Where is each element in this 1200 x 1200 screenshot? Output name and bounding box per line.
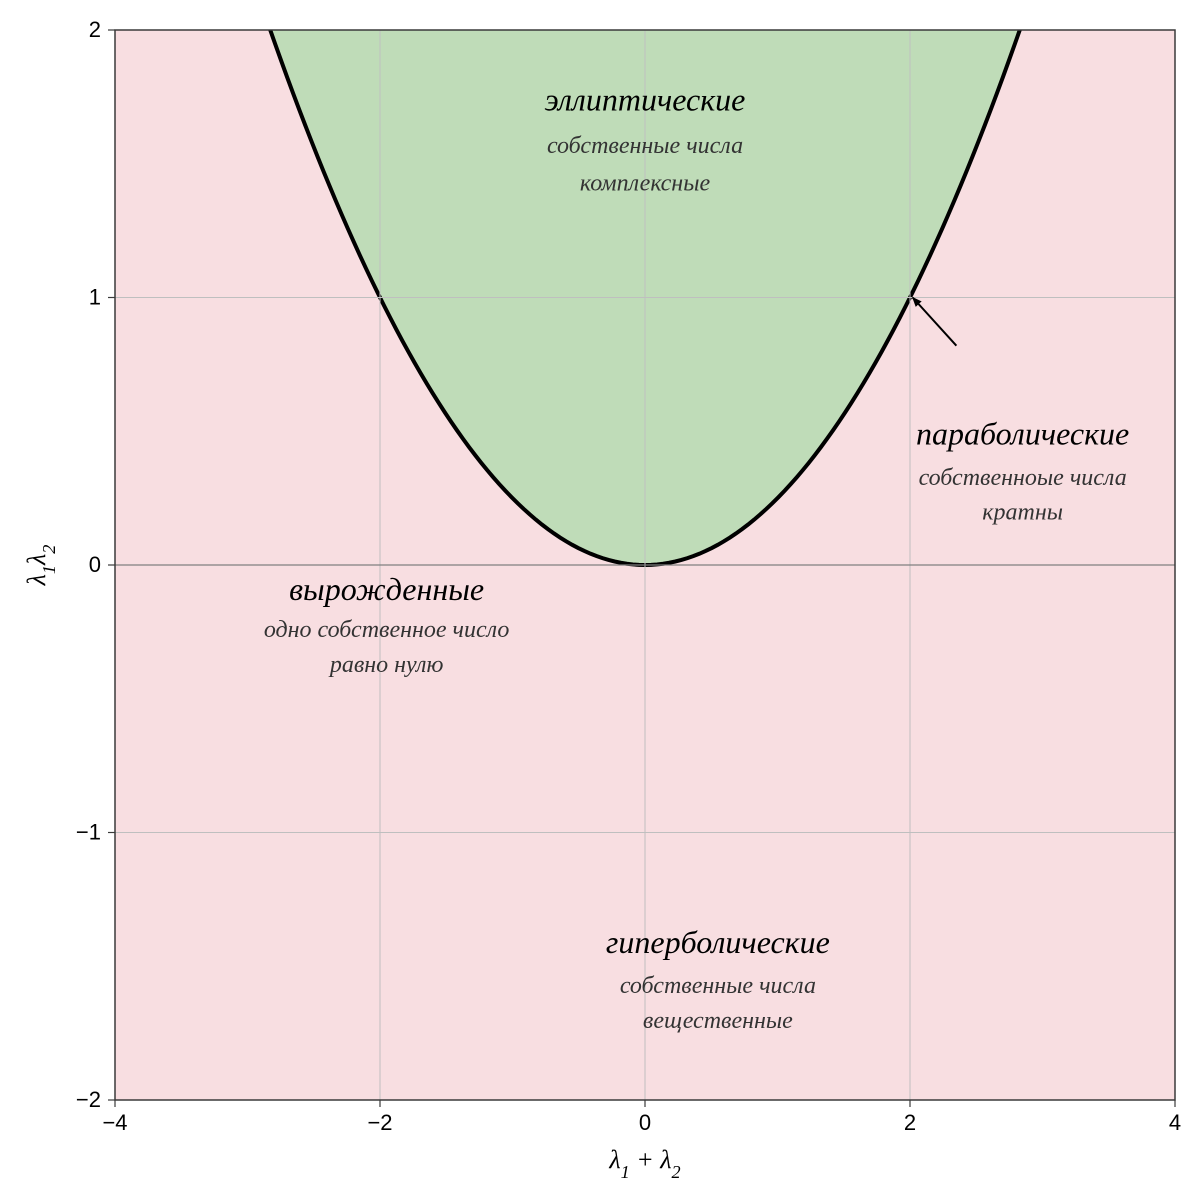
annotation-elliptic-sub2: комплексные bbox=[580, 171, 711, 197]
region-chart: −4−2024−2−1012λ1 + λ2λ1λ2эллиптическиесо… bbox=[0, 0, 1200, 1200]
ytick-label: 0 bbox=[89, 552, 101, 577]
xtick-label: 2 bbox=[904, 1110, 916, 1135]
x-axis-label: λ1 + λ2 bbox=[608, 1145, 680, 1182]
xtick-label: 4 bbox=[1169, 1110, 1181, 1135]
y-axis-label: λ1λ2 bbox=[22, 545, 59, 587]
annotation-elliptic-sub1: собственные числа bbox=[547, 133, 743, 159]
ytick-label: 2 bbox=[89, 17, 101, 42]
annotation-hyperbolic-title: гиперболические bbox=[606, 924, 830, 960]
ytick-label: −1 bbox=[76, 820, 101, 845]
annotation-hyperbolic-sub2: вещественные bbox=[643, 1008, 793, 1034]
annotation-degenerate-title: вырожденные bbox=[289, 571, 484, 607]
ytick-label: 1 bbox=[89, 285, 101, 310]
annotation-parabolic-title: параболические bbox=[916, 416, 1129, 452]
xtick-label: −2 bbox=[367, 1110, 392, 1135]
annotation-degenerate-sub2: равно нулю bbox=[328, 652, 444, 678]
xtick-label: 0 bbox=[639, 1110, 651, 1135]
annotation-degenerate-sub1: одно собственное число bbox=[264, 617, 510, 643]
annotation-hyperbolic-sub1: собственные числа bbox=[620, 973, 816, 999]
annotation-elliptic-title: эллиптические bbox=[545, 81, 746, 117]
annotation-parabolic-sub1: собственноые числа bbox=[919, 465, 1127, 491]
xtick-label: −4 bbox=[102, 1110, 127, 1135]
annotation-parabolic-sub2: кратны bbox=[982, 500, 1063, 526]
chart-container: −4−2024−2−1012λ1 + λ2λ1λ2эллиптическиесо… bbox=[0, 0, 1200, 1200]
ytick-label: −2 bbox=[76, 1087, 101, 1112]
